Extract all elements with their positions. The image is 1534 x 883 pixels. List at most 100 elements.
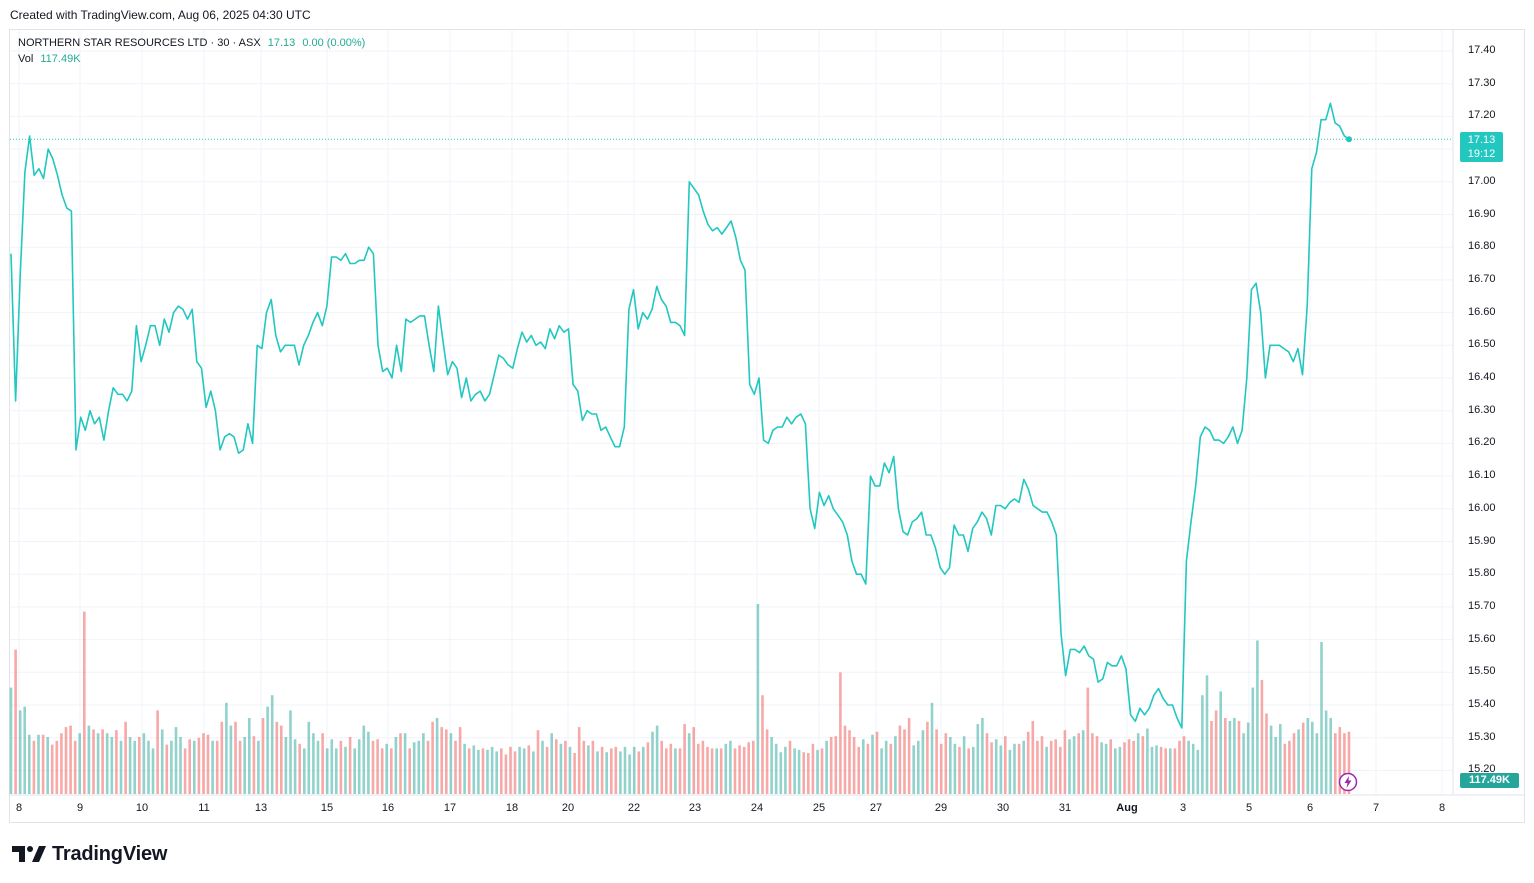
volume-bar [1256,640,1259,794]
volume-bar [1123,742,1126,794]
volume-bar [587,745,590,794]
volume-bar [1169,748,1172,794]
volume-bar [417,740,421,794]
volume-bar [477,749,480,794]
volume-bar [788,740,792,794]
volume-bar [917,740,920,794]
volume-bar [894,736,897,794]
volume-bar [999,745,1003,794]
volume-bar [1292,733,1296,794]
volume-bar [188,739,191,794]
volume-bar [729,740,732,794]
volume-bar [9,687,13,794]
volume-bar [1233,718,1236,794]
volume-bar [234,721,237,794]
volume-bar [1182,736,1186,794]
legend-price: 17.13 [267,37,296,49]
volume-bar [481,748,485,794]
tradingview-logo[interactable]: TradingView [12,841,167,867]
volume-bar [394,737,398,794]
time-axis-label: 13 [254,802,268,814]
volume-bar [1338,727,1342,794]
volume-bar [1274,737,1277,794]
price-axis-label: 15.30 [1468,730,1496,743]
volume-bar [1269,725,1273,794]
volume-bar [225,702,228,794]
volume-bar [907,718,911,794]
volume-bar [69,725,72,794]
volume-bar [1178,740,1181,794]
volume-bar [972,746,975,794]
volume-bar [1091,733,1094,794]
volume-bar [802,752,805,794]
volume-bar [23,706,26,794]
volume-bar [486,749,489,794]
volume-bar [458,727,462,794]
tradingview-logo-text: TradingView [52,842,168,865]
volume-bar [1173,748,1177,794]
volume-bar [197,737,201,794]
volume-bar [559,743,563,794]
price-axis-label: 16.80 [1468,240,1496,253]
price-series-line [10,102,1350,729]
volume-bar [1265,713,1268,794]
price-axis-label: 16.70 [1468,272,1496,285]
volume-bar [990,742,993,794]
volume-bar [238,740,242,794]
volume-bar [834,736,838,794]
volume-bar [981,718,984,794]
tradingview-logo-icon [12,846,46,862]
price-axis-label: 16.40 [1468,371,1496,383]
volume-bar [532,751,535,794]
volume-bar [1210,721,1213,794]
volume-bar [1068,739,1071,794]
volume-bar [1297,729,1300,794]
volume-bar [151,748,155,794]
volume-bar [962,736,966,794]
volume-bar [939,743,943,794]
volume-bar [339,740,343,794]
volume-bar [1077,733,1080,794]
volume-bar [133,740,136,794]
volume-bar [518,746,521,794]
volume-bar [303,748,306,794]
volume-bar [1008,749,1012,794]
volume-bar [83,611,86,794]
volume-bar [1329,718,1332,794]
volume-bar [1114,748,1117,794]
volume-bar [903,729,906,794]
volume-bar [380,748,384,794]
legend-symbol-row[interactable]: NORTHERN STAR RESOURCES LTD · 30 · ASX 1… [18,35,365,51]
price-axis-label: 16.90 [1468,207,1496,220]
volume-bar [174,727,178,794]
volume-bar [1260,680,1264,794]
time-axis-label: 20 [561,802,575,814]
time-axis-label: 11 [198,802,210,814]
volume-bar [1026,731,1030,794]
legend-volume-row[interactable]: Vol 117.49K [18,51,365,67]
volume-bar [270,695,274,794]
volume-bar [623,746,627,794]
volume-bar [820,748,824,794]
volume-bar [1049,740,1053,794]
volume-bar [105,733,109,794]
volume-bar [747,742,750,794]
volume-bar [935,729,938,794]
volume-bar [1320,642,1323,794]
volume-bar [550,733,553,794]
price-axis-label: 16.50 [1468,338,1496,351]
volume-bar [1104,743,1108,794]
volume-bar [1022,740,1025,794]
volume-bar [257,740,260,794]
volume-bar [357,739,361,794]
price-axis-label: 15.20 [1468,763,1496,776]
legend-volume-value: 117.49K [40,53,81,65]
chart-legend: NORTHERN STAR RESOURCES LTD · 30 · ASX 1… [18,35,365,67]
volume-bar [289,710,292,794]
volume-bar [1045,746,1048,794]
lightning-icon[interactable] [1338,772,1358,792]
time-axis-label: 31 [1058,802,1072,814]
volume-bar [1214,710,1218,794]
volume-bar [871,734,874,794]
